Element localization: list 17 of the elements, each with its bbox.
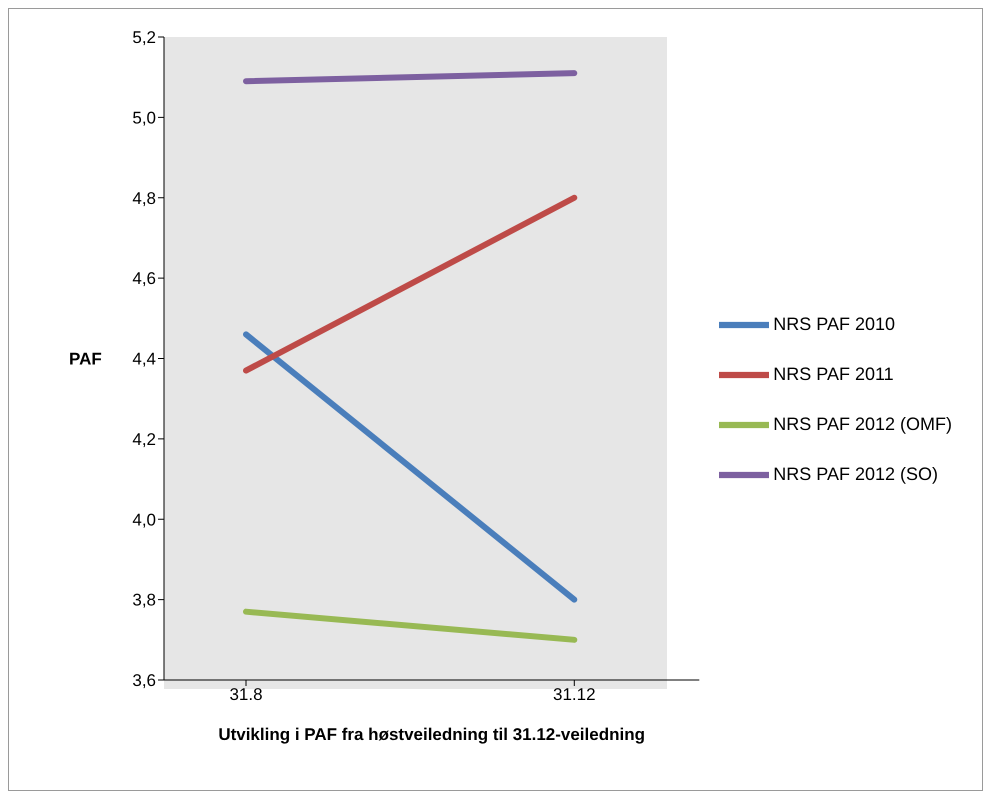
legend-label: NRS PAF 2012 (SO) <box>773 463 938 484</box>
y-tick-label: 4,8 <box>132 188 156 208</box>
y-axis-title: PAF <box>69 350 102 369</box>
x-axis-title: Utvikling i PAF fra høstveiledning til 31.12-veiledning <box>218 725 645 744</box>
x-tick-label: 31.12 <box>553 685 596 704</box>
y-tick-label: 4,0 <box>132 510 156 530</box>
legend-label: NRS PAF 2010 <box>773 313 896 334</box>
legend-label: NRS PAF 2012 (OMF) <box>773 413 952 434</box>
legend-label: NRS PAF 2011 <box>773 363 894 384</box>
y-tick-label: 3,8 <box>132 590 156 610</box>
y-tick-label: 4,2 <box>132 430 156 449</box>
y-tick-label: 5,2 <box>132 28 156 48</box>
y-tick-label: 5,0 <box>132 108 156 128</box>
y-tick-label: 4,6 <box>132 269 156 288</box>
y-tick-label: 3,6 <box>132 671 156 690</box>
x-tick-label: 31.8 <box>229 685 263 704</box>
y-tick-label: 4,4 <box>132 350 156 369</box>
